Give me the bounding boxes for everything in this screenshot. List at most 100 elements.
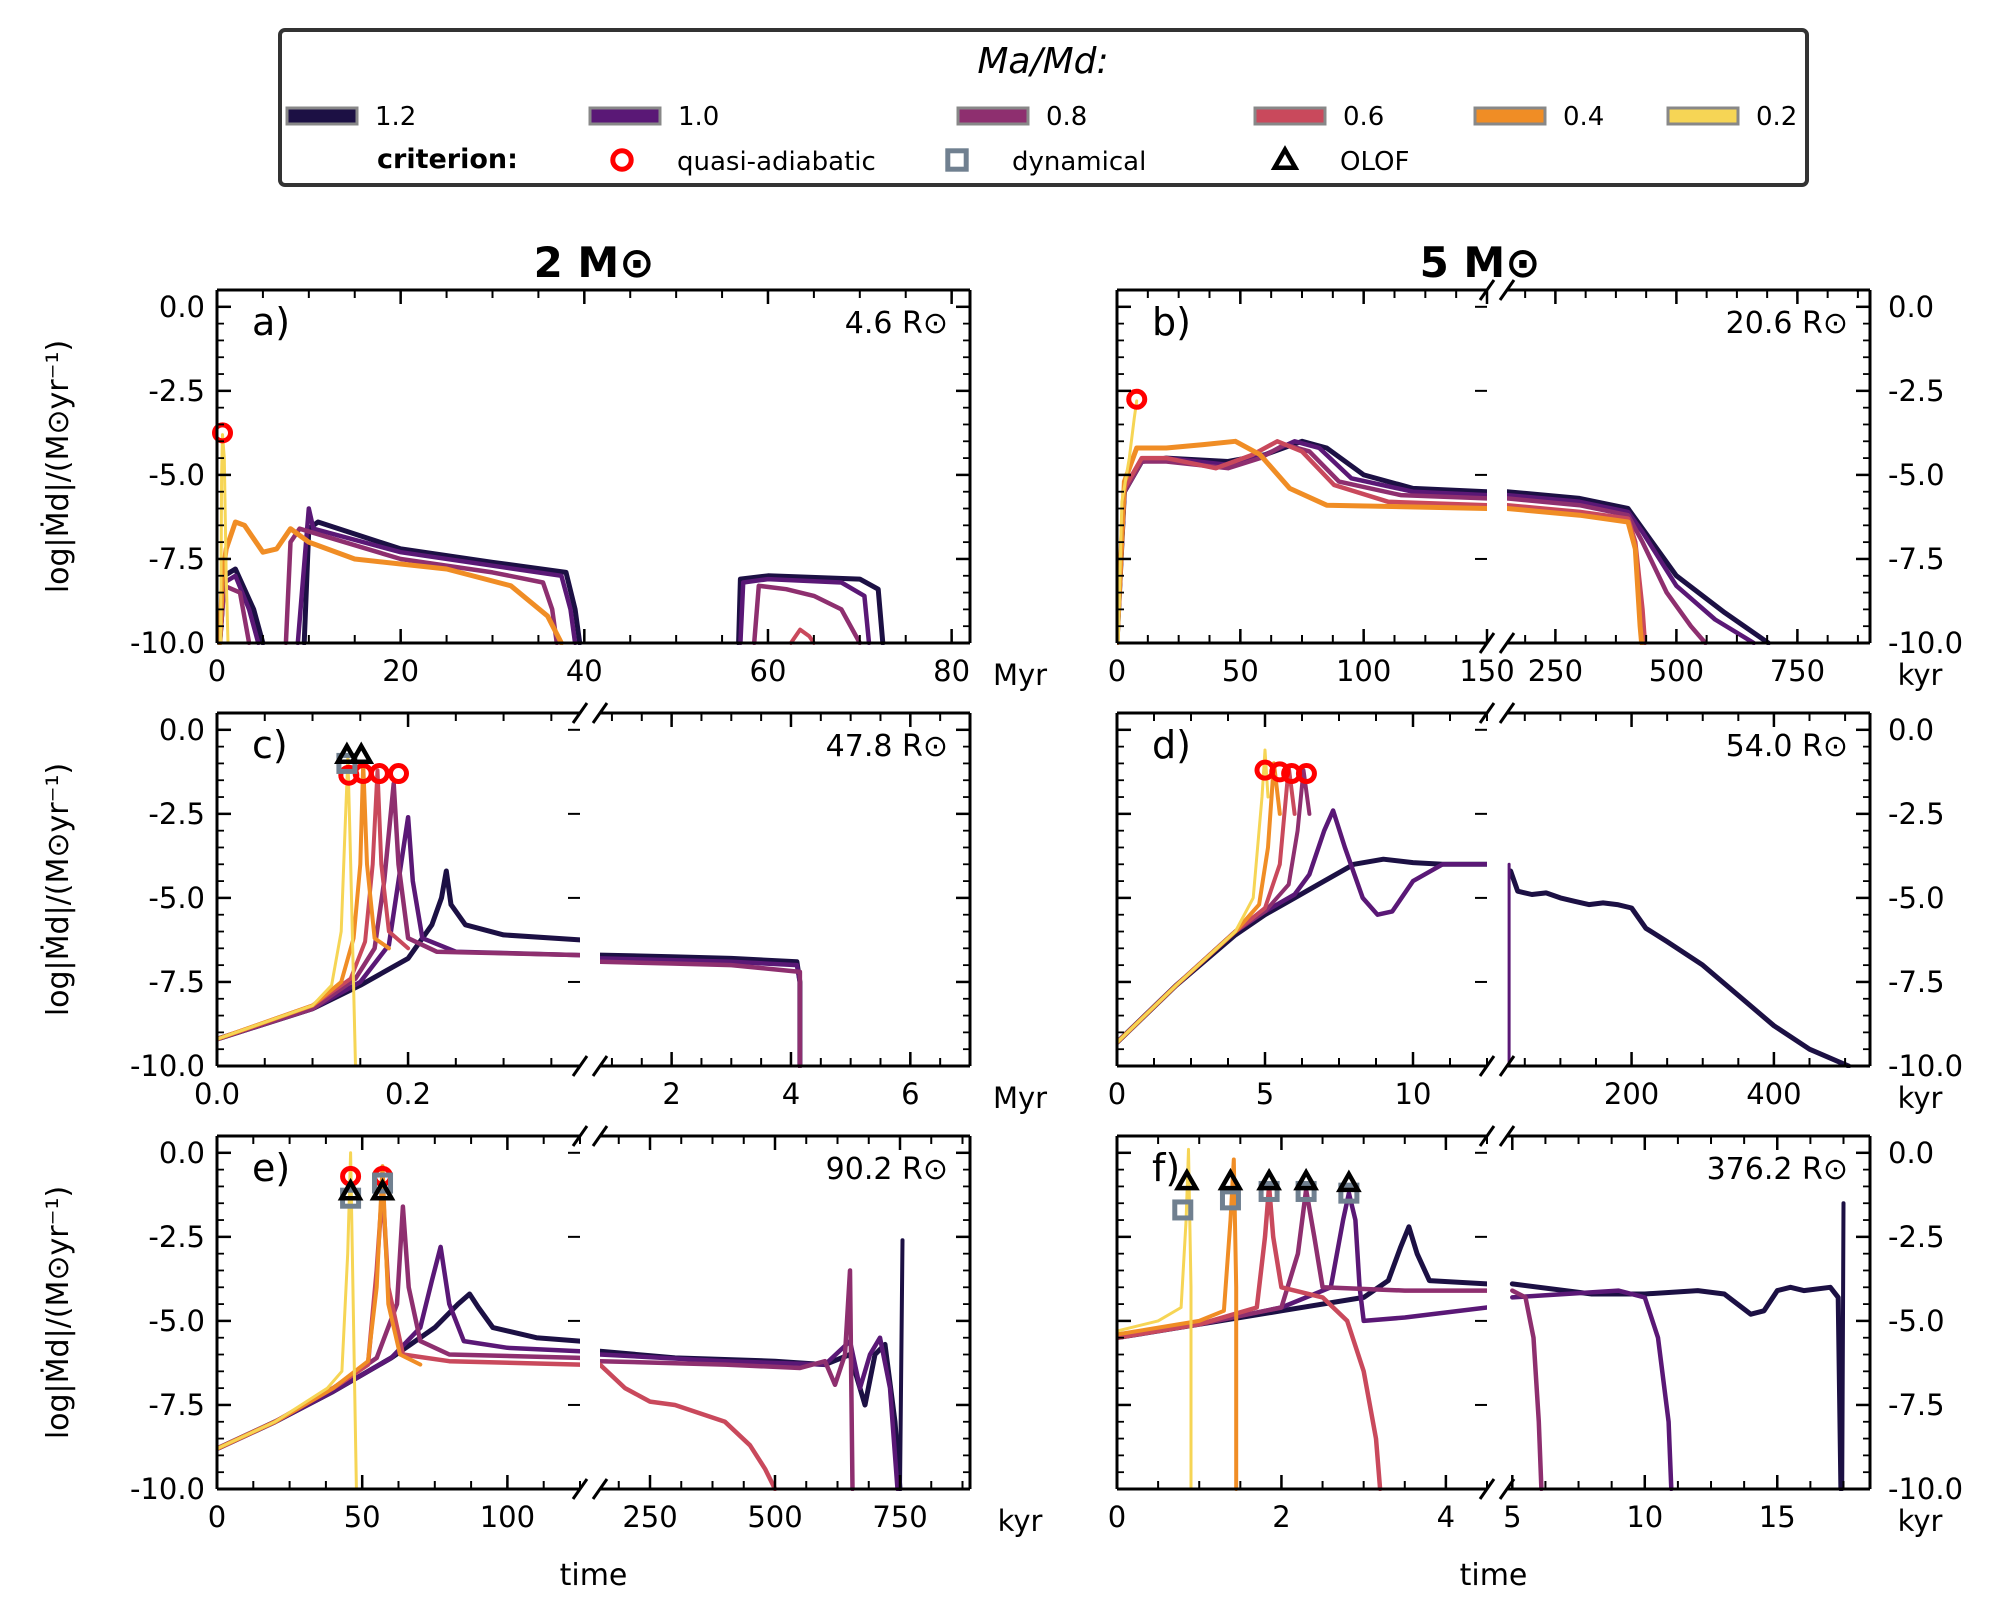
legend-item: 0.4 (1473, 102, 1604, 132)
series-line (217, 781, 580, 1042)
column-title-5msun: 5 M⊙ (1420, 238, 1541, 287)
legend-marker-item: OLOF (1270, 145, 1409, 177)
x-unit-label: Myr (993, 1081, 1047, 1115)
legend-label: 0.6 (1343, 102, 1384, 132)
panels: 0 20 40 60 80 Myr0.0-2.5-5.0-7.5-10.0log|Ṁd|/… (40, 279, 1963, 1593)
legend-item: 0.8 (956, 102, 1087, 132)
legend-swatch (588, 106, 662, 126)
panel-letter: a) (252, 300, 290, 344)
panel-f: 0 2 4 5 10 15 kyr 0.0 -2.5 -5.0 -7.5 -10.0 f) 376.2 R… (1108, 1125, 1963, 1593)
series-line (751, 583, 863, 645)
panel-c: 0.0 0.2 2 4 6 Myr 0.0 -2.5 -5.0 -7.5 -10.0 log|Ṁd|/… (40, 702, 1047, 1115)
series-line (1508, 868, 1852, 1068)
series-line (301, 519, 583, 645)
axis-break-mark (571, 702, 589, 724)
axis-break-mark (591, 1055, 609, 1077)
series-line (217, 1184, 580, 1451)
x-tick-label: 80 (933, 654, 970, 688)
series-line (1507, 492, 1757, 645)
series-line (217, 1151, 358, 1491)
series-line (1117, 1224, 1487, 1341)
series-line (600, 952, 803, 1068)
x-tick-label: 0 (208, 1500, 226, 1534)
panel-radius: 90.2 R⊙ (826, 1152, 948, 1187)
legend-swatch (285, 106, 359, 126)
panel-b: 0 50 100 150 250 500 750 kyr 0.0 -2.5 -5.0 -7.5 -10.… (1108, 279, 1963, 692)
x-tick-label: 5 (1256, 1077, 1274, 1111)
series-line (1510, 1288, 1674, 1491)
legend-swatch (1666, 106, 1740, 126)
marker-olof (1293, 1167, 1319, 1191)
series-line (898, 1238, 905, 1491)
series-line (1117, 439, 1487, 645)
legend-marker-label: quasi-adiabatic (677, 147, 876, 177)
series-line (1117, 764, 1297, 1045)
legend-swatch (1473, 106, 1547, 126)
y-tick-label: -5.0 (148, 458, 205, 492)
y-tick-label: -2.5 (148, 1220, 205, 1254)
marker-quasi-adiabatic (610, 148, 634, 172)
legend-swatch (1253, 106, 1327, 126)
legend-label: 0.2 (1756, 102, 1797, 132)
x-tick-label: 20 (382, 654, 419, 688)
axis-break-mark (591, 1125, 609, 1147)
x-tick-label: 0 (208, 654, 226, 688)
x-tick-label: 0 (1108, 1500, 1126, 1534)
y-tick-label: 0.0 (1888, 1136, 1934, 1170)
legend-label: 1.0 (678, 102, 719, 132)
series-line (1507, 502, 1648, 645)
x-unit-label: kyr (1898, 1504, 1943, 1538)
marker-dynamical (1258, 1180, 1280, 1202)
axis-break-mark (591, 1478, 609, 1500)
series-line (1117, 1157, 1239, 1491)
series-line (1510, 1288, 1544, 1491)
marker-dynamical (945, 148, 969, 172)
legend-label: 1.2 (375, 102, 416, 132)
marker-olof (348, 741, 375, 765)
y-tick-label: -10.0 (130, 626, 205, 660)
marker-quasi-adiabatic (388, 763, 409, 785)
x-tick-label: 5 (1503, 1500, 1521, 1534)
series-line (600, 1362, 778, 1491)
x-tick-label: 6 (901, 1077, 919, 1111)
x-tick-label: 400 (1746, 1077, 1801, 1111)
y-tick-label: -5.0 (148, 1304, 205, 1338)
x-tick-label: 2 (662, 1077, 680, 1111)
axis-break-mark (1498, 1055, 1516, 1077)
marker-olof (334, 741, 360, 765)
series-line (1509, 1281, 1844, 1491)
y-tick-label: -2.5 (148, 374, 205, 408)
legend-label: 0.4 (1563, 102, 1604, 132)
panel-letter: b) (1152, 300, 1191, 344)
x-tick-label: 40 (566, 654, 603, 688)
series-line (217, 519, 564, 645)
series-line (295, 506, 578, 645)
panel-radius: 47.8 R⊙ (826, 729, 948, 764)
series-line (1507, 506, 1645, 645)
x-tick-label: 150 (1459, 654, 1514, 688)
panel-d: 0 5 10 200 400 kyr 0.0 -2.5 -5.0 -7.5 -10.0 d) 54.0 … (1108, 702, 1963, 1115)
y-tick-label: -10.0 (1888, 1472, 1963, 1506)
x-tick-label: 250 (622, 1500, 677, 1534)
series-line (217, 761, 391, 1042)
y-tick-label: -5.0 (1888, 881, 1945, 915)
series-line (1117, 748, 1270, 1044)
x-tick-label: 0.0 (194, 1077, 240, 1111)
x-tick-label: 10 (1626, 1500, 1663, 1534)
y-tick-label: 0.0 (1888, 290, 1934, 324)
marker-quasi-adiabatic (368, 763, 390, 785)
panel-letter: e) (252, 1146, 290, 1190)
legend-item: 0.2 (1666, 102, 1797, 132)
legend-label: 0.8 (1046, 102, 1087, 132)
x-tick-label: 4 (1437, 1500, 1455, 1534)
legend-marker-label: dynamical (1012, 147, 1146, 177)
series-line (1117, 1184, 1383, 1491)
panel-letter: c) (252, 723, 288, 767)
y-tick-label: 0.0 (159, 290, 205, 324)
marker-dynamical (1295, 1180, 1317, 1202)
x-tick-label: 0 (1108, 654, 1126, 688)
axis-break-mark (1498, 279, 1516, 301)
series-line (600, 1268, 855, 1491)
x-tick-label: 100 (1336, 654, 1391, 688)
panel-letter: f) (1152, 1146, 1180, 1190)
